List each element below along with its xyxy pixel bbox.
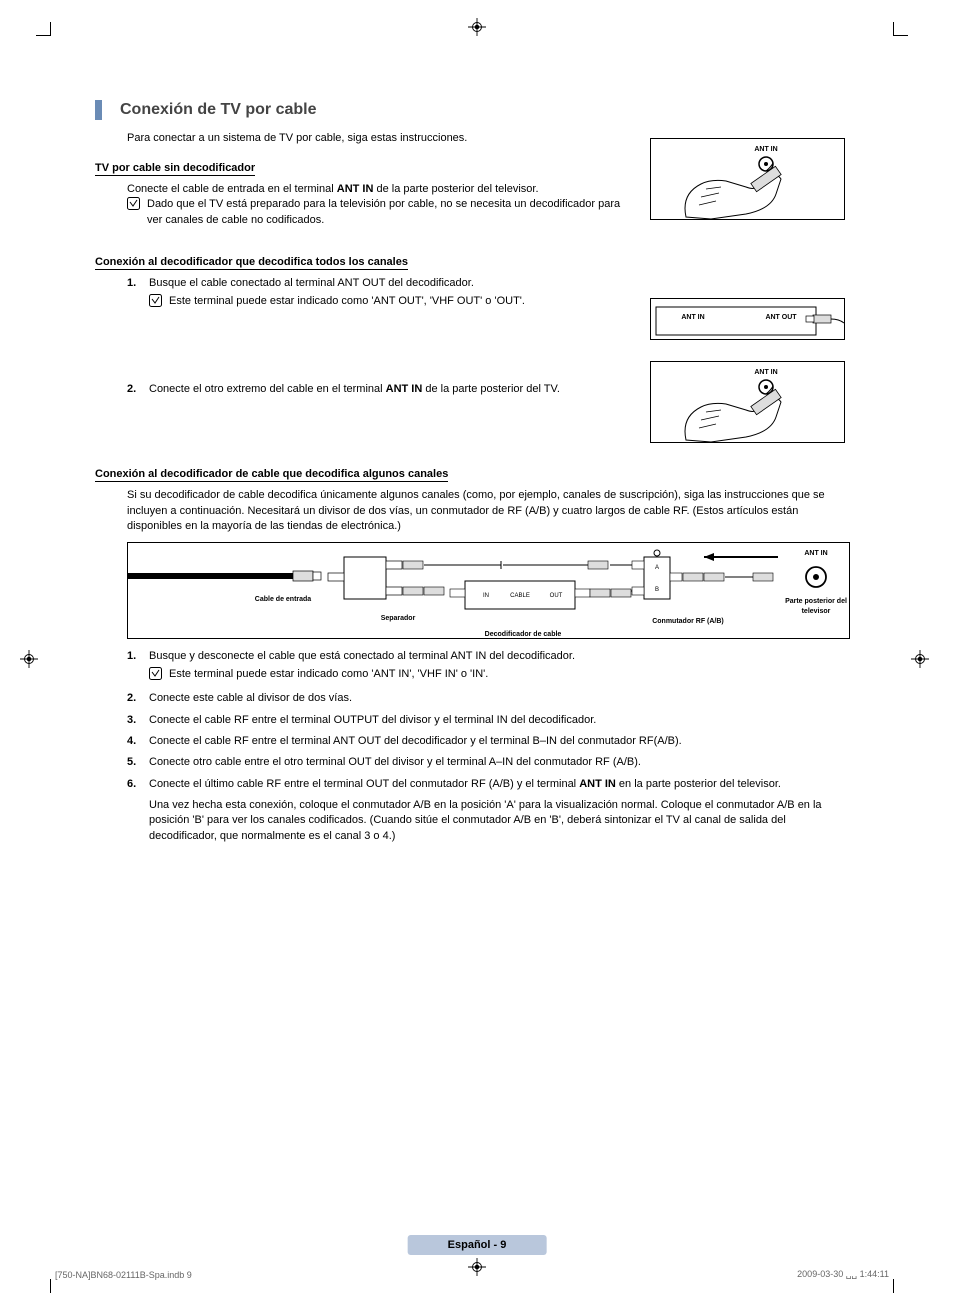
note-icon xyxy=(149,294,163,312)
crop-mark-icon xyxy=(50,22,51,36)
svg-text:OUT: OUT xyxy=(550,593,563,599)
footer-timestamp: 2009-03-30 ␣␣ 1:44:11 xyxy=(797,1269,889,1280)
crop-mark-icon xyxy=(36,35,50,36)
list-item: Conecte este cable al divisor de dos vía… xyxy=(127,691,847,706)
list-item: Conecte el cable RF entre el terminal AN… xyxy=(127,734,847,749)
section-accent-bar xyxy=(95,100,102,120)
subheading: Conexión al decodificador que decodifica… xyxy=(95,256,408,270)
section-some-channels: Conexión al decodificador de cable que d… xyxy=(95,468,865,844)
list-item: Conecte el último cable RF entre el term… xyxy=(127,777,847,845)
list-item: Conecte el cable RF entre el terminal OU… xyxy=(127,713,847,728)
svg-text:Conmutador RF (A/B): Conmutador RF (A/B) xyxy=(652,618,724,625)
intro-text: Para conectar a un sistema de TV por cab… xyxy=(127,132,865,144)
svg-text:A: A xyxy=(655,565,659,571)
note-icon xyxy=(127,197,141,228)
registration-mark-icon xyxy=(468,18,486,36)
note-icon xyxy=(149,667,163,685)
subheading: Conexión al decodificador de cable que d… xyxy=(95,468,448,482)
section-no-decoder: TV por cable sin decodificador Conecte e… xyxy=(95,162,865,228)
crop-mark-icon xyxy=(893,22,894,36)
note-text: Este terminal puede estar indicado como … xyxy=(169,667,488,685)
body-text: Si su decodificador de cable decodifica … xyxy=(127,488,847,534)
page-title: Conexión de TV por cable xyxy=(120,101,316,119)
crop-mark-icon xyxy=(893,1279,894,1293)
subheading: TV por cable sin decodificador xyxy=(95,162,255,176)
svg-text:B: B xyxy=(655,587,659,593)
crop-mark-icon xyxy=(50,1279,51,1293)
body-text: Conecte el cable de entrada en el termin… xyxy=(127,182,632,197)
body-text: Una vez hecha esta conexión, coloque el … xyxy=(149,798,847,844)
list-item: Busque y desconecte el cable que está co… xyxy=(127,649,847,685)
list-item: Conecte el otro extremo del cable en el … xyxy=(127,382,632,397)
footer-filename: [750-NA]BN68-02111B-Spa.indb 9 xyxy=(55,1270,192,1280)
svg-text:Parte posterior del: Parte posterior del xyxy=(785,598,847,605)
list-item: Conecte otro cable entre el otro termina… xyxy=(127,755,847,770)
svg-text:televisor: televisor xyxy=(802,608,831,615)
note-text: Dado que el TV está preparado para la te… xyxy=(147,197,632,228)
crop-mark-icon xyxy=(894,35,908,36)
note-text: Este terminal puede estar indicado como … xyxy=(169,294,525,312)
svg-text:ANT IN: ANT IN xyxy=(804,550,827,557)
page-number-pill: Español - 9 xyxy=(408,1235,547,1255)
section-all-channels: Conexión al decodificador que decodifica… xyxy=(95,256,865,446)
steps-list: Busque y desconecte el cable que está co… xyxy=(127,649,847,844)
svg-text:Cable de entrada: Cable de entrada xyxy=(255,596,312,603)
registration-mark-icon xyxy=(911,650,929,668)
steps-list: Busque el cable conectado al terminal AN… xyxy=(127,276,632,397)
svg-text:IN: IN xyxy=(483,593,489,599)
svg-text:Decodificador de cable: Decodificador de cable xyxy=(485,631,562,638)
wiring-diagram: Cable de entrada Separador IN xyxy=(127,542,850,639)
note-row: Dado que el TV está preparado para la te… xyxy=(127,197,632,228)
svg-text:Separador: Separador xyxy=(381,615,416,622)
registration-mark-icon xyxy=(20,650,38,668)
registration-mark-icon xyxy=(468,1258,486,1276)
svg-text:CABLE: CABLE xyxy=(510,593,530,599)
list-item: Busque el cable conectado al terminal AN… xyxy=(127,276,632,312)
